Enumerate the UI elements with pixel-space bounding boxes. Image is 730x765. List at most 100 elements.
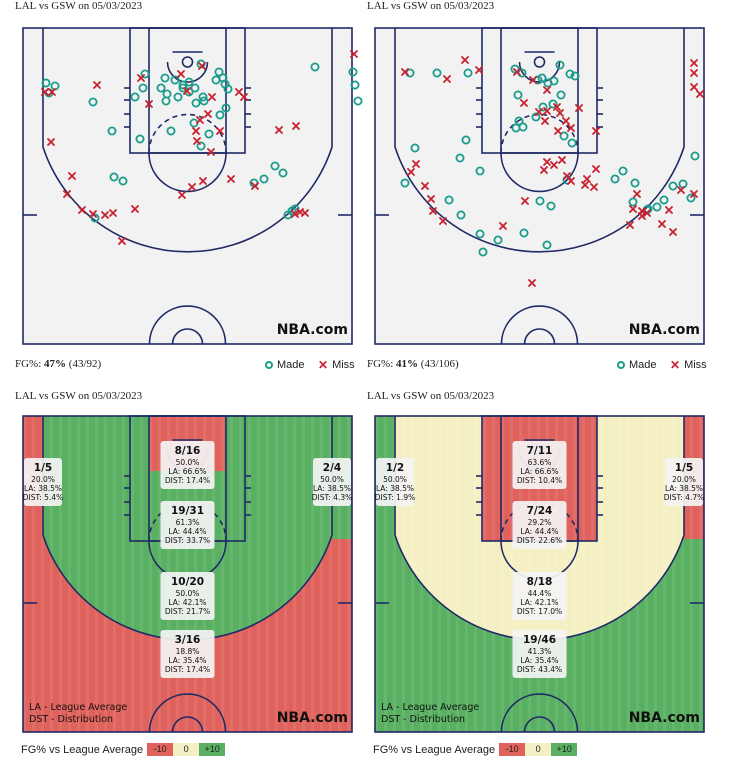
zone-chart-panel-2: LAL vs GSW on 05/03/2023 NBA.com LA - Lea… (367, 390, 712, 765)
made-marker-icon (617, 361, 625, 369)
zone-label-left-corner-3: 1/520.0%LA: 38.5%DIST: 5.4% (23, 458, 63, 506)
center-circle-inner (171, 328, 204, 345)
zone-label-box (512, 572, 567, 620)
texture-stripe (338, 416, 341, 732)
made-shot-marker (204, 129, 214, 139)
made-shot-marker (559, 131, 569, 141)
miss-shot-marker (137, 74, 145, 82)
miss-shot-marker (543, 107, 551, 115)
miss-shot-marker (47, 138, 55, 146)
miss-shot-marker (543, 86, 551, 94)
zone-label-right-corner-3: 2/450.0%LA: 38.5%DIST: 4.3% (312, 458, 352, 506)
miss-shot-marker (567, 124, 575, 132)
fg-summary: FG%: 47% (43/92) (15, 358, 101, 370)
miss-shot-marker (251, 182, 259, 190)
shot-chart-court: NBA.com (22, 27, 363, 345)
made-shot-marker (278, 168, 288, 178)
chart-title: LAL vs GSW on 05/03/2023 (15, 0, 143, 12)
made-shot-marker (668, 181, 678, 191)
made-shot-marker (178, 83, 188, 93)
legend-made: Made (265, 359, 305, 371)
texture-stripe (654, 416, 657, 732)
miss-stroke (583, 175, 591, 183)
miss-stroke (556, 109, 564, 117)
texture-stripe (104, 416, 107, 732)
made-shot-marker (537, 73, 547, 83)
miss-shot-marker (429, 207, 437, 215)
legend-made: Made (617, 359, 657, 371)
made-shot-marker (215, 110, 225, 120)
texture-stripe (329, 416, 332, 732)
zone-fg-pct: 63.6% (528, 458, 552, 467)
miss-shot-marker (443, 75, 451, 83)
zone-chart-panel-1: LAL vs GSW on 05/03/2023 NBA.com LA - Lea… (15, 390, 360, 765)
made-shot-marker (565, 69, 575, 79)
miss-stroke (63, 190, 71, 198)
zone-league-avg: LA: 38.5% (376, 484, 414, 493)
zone-fg-pct: 29.2% (528, 518, 552, 527)
made-shot-marker (618, 166, 628, 176)
miss-shot-marker (690, 190, 698, 198)
made-shot-marker (290, 204, 300, 214)
made-shot-marker (478, 247, 488, 257)
miss-shot-marker (583, 175, 591, 183)
miss-stroke (475, 66, 483, 74)
lane-inner (500, 27, 579, 154)
texture-stripe (582, 416, 585, 732)
shot-chart-panel-1: LAL vs GSW on 05/03/2023 NBA.com FG%: 47… (15, 0, 363, 378)
miss-shot-marker (643, 209, 651, 217)
miss-stroke (550, 161, 558, 169)
miss-stroke (521, 197, 529, 205)
miss-stroke (429, 207, 437, 215)
miss-shot-marker (520, 99, 528, 107)
shot-chart-panel-2: LAL vs GSW on 05/03/2023 NBA.com FG%: 41… (367, 0, 712, 378)
miss-shot-marker (553, 103, 561, 111)
miss-shot-marker (558, 156, 566, 164)
miss-shot-marker (626, 221, 634, 229)
miss-shot-marker (535, 108, 543, 116)
texture-stripe (131, 416, 134, 732)
free-throw-circle-upper (500, 113, 579, 154)
texture-stripe (483, 416, 486, 732)
texture-stripe (681, 416, 684, 732)
texture-stripe (158, 416, 161, 732)
made-shot-marker (199, 96, 209, 106)
made-shot-marker (348, 67, 358, 77)
center-circle-outer (500, 693, 579, 733)
zone-league-avg: LA: 38.5% (313, 484, 351, 493)
miss-stroke (407, 168, 415, 176)
texture-stripe (384, 416, 387, 732)
miss-stroke (592, 127, 600, 135)
miss-shot-marker (227, 175, 235, 183)
scale-box: -10 0 +10 (499, 743, 578, 756)
made-shot-marker (214, 67, 224, 77)
zone-label-box (160, 572, 215, 620)
miss-stroke (562, 117, 570, 125)
miss-shot-marker (439, 217, 447, 225)
miss-shot-marker (629, 205, 637, 213)
miss-stroke (528, 279, 536, 287)
texture-stripe (266, 416, 269, 732)
fg-pct: 47% (44, 358, 67, 370)
texture-stripe (672, 416, 675, 732)
miss-stroke (520, 99, 528, 107)
miss-shot-marker (540, 166, 548, 174)
miss-shot-marker (528, 279, 536, 287)
miss-stroke (109, 209, 117, 217)
zone-fg-pct: 50.0% (176, 458, 200, 467)
made-shot-marker (535, 196, 545, 206)
made-shot-marker (690, 151, 700, 161)
center-circle-inner (171, 716, 204, 733)
made-shot-marker (519, 228, 529, 238)
miss-stroke (350, 50, 358, 58)
made-shot-marker (170, 75, 180, 85)
miss-shot-marker (633, 190, 641, 198)
zone-league-avg: LA: 42.1% (520, 598, 558, 607)
miss-shot-marker (178, 191, 186, 199)
made-shot-marker (514, 116, 524, 126)
made-shot-marker (531, 112, 541, 122)
miss-stroke (199, 177, 207, 185)
